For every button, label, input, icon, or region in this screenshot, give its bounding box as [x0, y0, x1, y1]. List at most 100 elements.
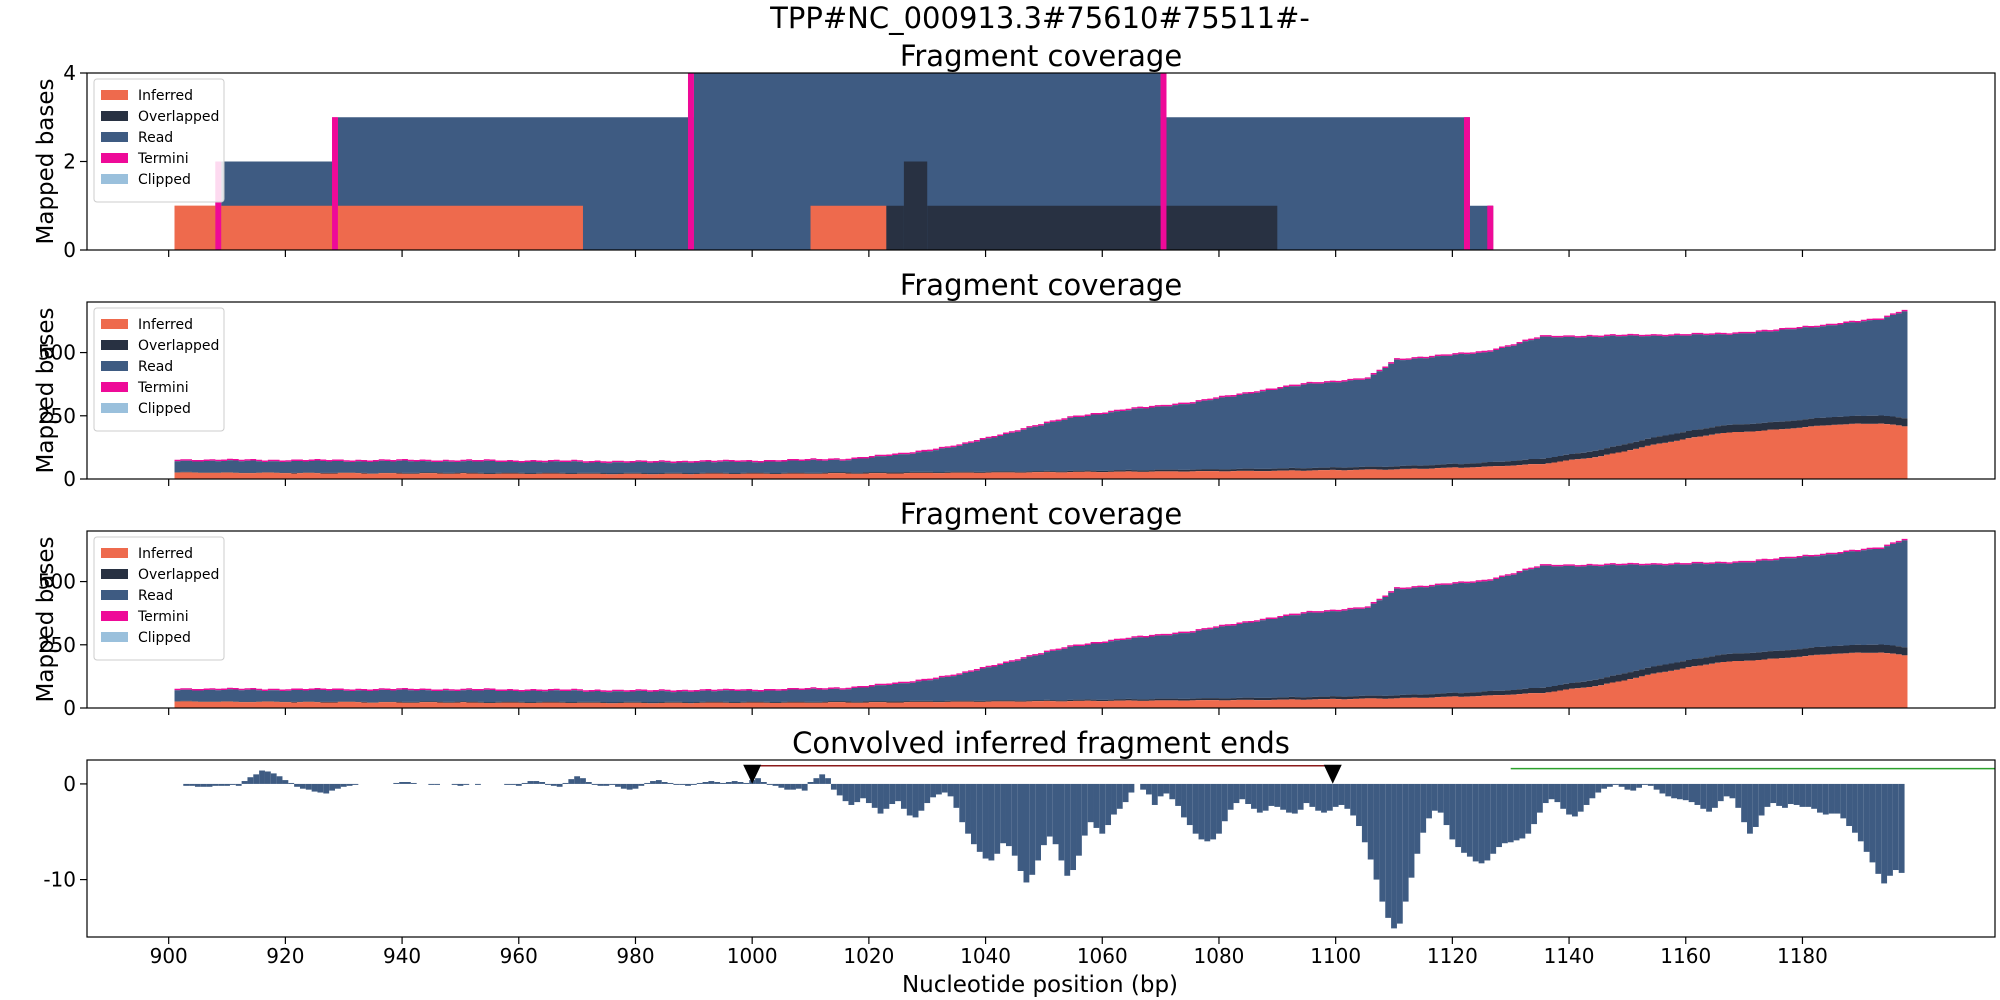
conv-bar	[609, 783, 616, 785]
conv-bar	[1799, 783, 1806, 807]
conv-bar	[778, 783, 785, 788]
conv-bar	[1694, 783, 1701, 805]
legend-swatch-inferred	[101, 90, 128, 100]
coverage-panel-top: 0 2 4 Fragment coverage Mapped bases Inferred…	[33, 39, 1996, 262]
conv-bar	[1070, 783, 1077, 871]
conv-bar	[393, 782, 400, 784]
y-axis-label: Mapped bases	[33, 536, 59, 702]
conv-bar	[1239, 783, 1246, 800]
conv-bar	[1443, 783, 1450, 826]
conv-bar	[1466, 783, 1473, 857]
conv-bar	[1706, 783, 1713, 812]
legend-swatch-termini	[101, 153, 128, 163]
conv-bar	[795, 783, 802, 789]
x-tick-label: 1000	[727, 944, 778, 968]
bar-termini	[332, 117, 338, 250]
conv-bar	[329, 783, 335, 791]
bar-termini	[687, 73, 694, 250]
conv-bar	[1163, 783, 1170, 794]
conv-bar	[1834, 783, 1841, 814]
conv-bar	[399, 782, 405, 784]
x-axis: 900 920 940 960 980 1000 1020 1040 1060 1080 1100 1…	[150, 944, 1828, 968]
legend-swatch-clipped	[101, 632, 128, 642]
y-axis-label: Mapped bases	[33, 307, 59, 473]
conv-bar	[1041, 783, 1047, 846]
conv-bar	[1198, 783, 1205, 840]
conv-bar	[1011, 783, 1018, 856]
y-tick-label: 0	[63, 467, 76, 491]
conv-bar	[568, 779, 575, 784]
legend-label-overlapped: Overlapped	[138, 338, 219, 354]
conv-bar	[1175, 783, 1182, 806]
legend-swatch-inferred	[101, 319, 128, 329]
conv-bar	[212, 783, 219, 786]
conv-bar	[340, 783, 347, 787]
conv-bar	[685, 783, 691, 786]
conv-bar	[690, 783, 697, 785]
x-tick-label: 940	[383, 944, 421, 968]
conv-bar	[288, 782, 295, 784]
conv-bar	[1420, 783, 1427, 833]
x-tick-label: 1100	[1310, 944, 1361, 968]
conv-bar	[510, 783, 516, 785]
convolved-ends-panel: 0 -10 Convolved inferred fragment ends	[43, 726, 1996, 944]
conv-bar	[760, 782, 767, 784]
conv-bar	[1268, 783, 1275, 806]
legend-label-termini: Termini	[137, 609, 189, 625]
legend-label-read: Read	[138, 130, 173, 146]
x-tick-label: 920	[266, 944, 304, 968]
conv-bar	[1752, 783, 1759, 827]
y-tick-label: -10	[43, 868, 76, 892]
conv-bar	[1437, 783, 1444, 813]
conv-bar	[1035, 783, 1041, 861]
conv-bar	[224, 783, 230, 786]
conv-bar	[854, 783, 861, 803]
conv-bar	[1566, 783, 1572, 815]
legend-swatch-inferred	[101, 548, 128, 558]
conv-bar	[626, 783, 633, 790]
legend: Inferred Overlapped Read Termini Clipped	[93, 536, 225, 661]
conv-bar	[1076, 783, 1082, 856]
x-tick-label: 1180	[1777, 944, 1828, 968]
x-tick-label: 900	[150, 944, 188, 968]
y-tick-label: 4	[63, 61, 76, 85]
legend-swatch-read	[101, 361, 128, 371]
conv-bar	[1140, 783, 1147, 790]
conv-bar	[1822, 783, 1829, 815]
conv-bar	[784, 783, 791, 790]
conv-bar	[1186, 783, 1193, 826]
conv-bar	[714, 782, 721, 784]
conv-bar	[889, 783, 896, 805]
conv-bar	[1665, 783, 1672, 797]
conv-bar	[1017, 783, 1024, 871]
y-tick-label: 250	[38, 633, 76, 657]
conv-bar	[1875, 783, 1882, 874]
conv-bar	[206, 783, 213, 787]
conv-bar	[673, 783, 680, 785]
conv-bar	[1146, 783, 1152, 795]
y-tick-label: 0	[63, 696, 76, 720]
conv-bar	[1776, 783, 1783, 806]
conv-bar	[334, 783, 341, 789]
conv-bar	[1589, 783, 1596, 799]
conv-bar	[1385, 783, 1392, 918]
conv-bar	[1787, 783, 1794, 805]
conv-bar	[912, 783, 919, 818]
conv-bar	[1227, 783, 1234, 810]
y-tick-label: 500	[38, 341, 76, 365]
coverage-panel-middle: 0 250 500 Fragment coverage Mapped bases Infe…	[33, 268, 1996, 491]
conv-bar	[1554, 783, 1561, 803]
conv-bar	[1501, 783, 1508, 844]
conv-bar	[235, 783, 242, 786]
legend-swatch-overlapped	[101, 340, 128, 350]
conv-bar	[463, 783, 470, 785]
conv-bar	[1840, 783, 1847, 819]
conv-bar	[1005, 783, 1012, 847]
conv-bar	[1064, 783, 1071, 876]
conv-bar	[1046, 783, 1053, 837]
legend-swatch-termini	[101, 382, 128, 392]
conv-bar	[620, 783, 627, 789]
conv-bar	[1653, 783, 1660, 790]
conv-bar	[702, 782, 709, 784]
legend-label-clipped: Clipped	[138, 630, 191, 646]
